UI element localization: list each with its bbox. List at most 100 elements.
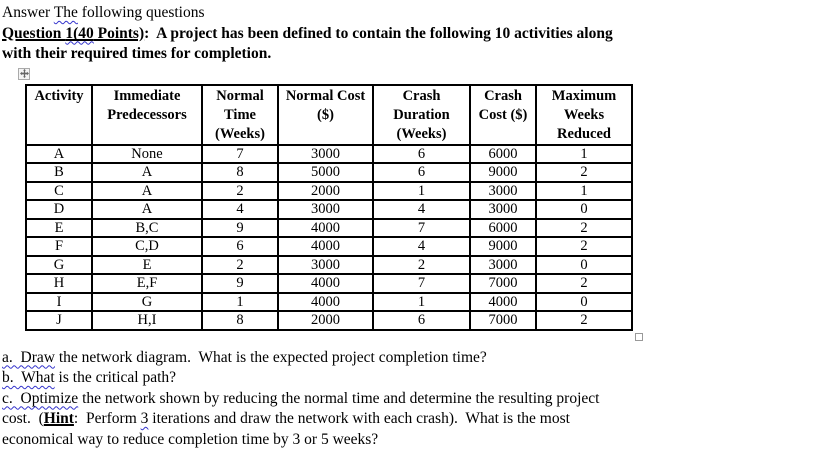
question-c-text-line1: the network shown by reducing the normal…	[78, 389, 600, 407]
table-cell: 3000	[469, 254, 537, 275]
spellcheck-squiggle-the: The	[53, 4, 78, 21]
question-text-line1: : A project has been defined to contain …	[144, 24, 613, 42]
table-cell: 4000	[277, 217, 374, 238]
table-cell: 6	[372, 310, 471, 331]
table-cell: E,F	[91, 273, 203, 294]
answer-line: Answer The following questions	[2, 3, 819, 24]
table-cell: 7000	[469, 310, 537, 331]
table-cell: 9	[201, 273, 279, 294]
table-cell: 7	[372, 273, 471, 294]
table-cell: 2	[201, 180, 279, 201]
table-row: C A 2 2000 1 3000 1	[25, 180, 633, 201]
table-row: H E,F 9 4000 7 7000 2	[25, 273, 633, 294]
question-text-line2: with their required times for completion…	[2, 45, 272, 62]
table-cell: 4000	[277, 236, 374, 257]
table-cell: 2	[372, 254, 471, 275]
table-cell: 2	[535, 162, 633, 183]
table-cell: 6	[201, 236, 279, 257]
table-cell: B	[25, 162, 93, 183]
table-cell: 0	[535, 254, 633, 275]
table-cell: A	[91, 180, 203, 201]
table-cell: 3000	[469, 180, 537, 201]
table-cell: 9	[201, 217, 279, 238]
table-cell: 3000	[469, 199, 537, 220]
table-cell: 9000	[469, 236, 537, 257]
table-cell: 2	[535, 273, 633, 294]
table-resize-handle[interactable]	[635, 332, 643, 341]
spellcheck-squiggle-b-what: b. What	[2, 369, 55, 386]
table-cell: E	[25, 217, 93, 238]
sub-questions: a. Draw the network diagram. What is the…	[2, 348, 819, 451]
table-row: E B,C 9 4000 7 6000 2	[25, 217, 633, 238]
activities-table-body: A None 7 3000 6 6000 1 B A 8 5000 6 9000 2 C A 2 2000 1 300…	[25, 143, 633, 331]
table-move-handle-icon[interactable]	[18, 67, 30, 80]
answer-text-pre: Answer	[2, 4, 54, 21]
spellcheck-squiggle-3: 3	[140, 410, 149, 427]
question-label-part2: Points)	[93, 24, 145, 42]
question-b-line: b. What is the critical path?	[2, 368, 819, 389]
table-cell: D	[25, 199, 93, 220]
table-row: F C,D 6 4000 4 9000 2	[25, 236, 633, 257]
table-header: Activity Immediate Predecessors Normal T…	[25, 83, 633, 146]
table-row: J H,I 8 2000 6 7000 2	[25, 310, 633, 331]
column-header-normal-cost: Normal Cost ($)	[277, 83, 374, 146]
question-a-line: a. Draw the network diagram. What is the…	[2, 348, 819, 369]
table-cell: 7	[201, 143, 279, 164]
table-cell: 6000	[469, 217, 537, 238]
table-cell: 2	[535, 236, 633, 257]
table-cell: 5000	[277, 162, 374, 183]
table-cell: J	[25, 310, 93, 331]
table-cell: 2000	[277, 180, 374, 201]
spellcheck-squiggle-a-draw: a. Draw	[2, 348, 55, 366]
hint-label: Hint	[43, 410, 74, 427]
table-row: I G 1 4000 1 4000 0	[25, 291, 633, 312]
question-title-line: Question 1(40 Points): A project has bee…	[2, 24, 819, 45]
column-header-crash-duration: Crash Duration (Weeks)	[372, 83, 471, 146]
table-cell: 3000	[277, 143, 374, 164]
table-cell: 4	[372, 236, 471, 257]
table-cell: C,D	[91, 236, 203, 257]
table-cell: 0	[535, 199, 633, 220]
activities-table: Activity Immediate Predecessors Normal T…	[25, 83, 633, 331]
table-cell: C	[25, 180, 93, 201]
spellcheck-squiggle-points: 1(40	[65, 24, 94, 42]
table-cell: F	[25, 236, 93, 257]
table-cell: 2	[535, 217, 633, 238]
column-header-activity: Activity	[25, 83, 93, 146]
question-c-text-line2: iterations and draw the network with eac…	[148, 410, 570, 427]
table-cell: 4000	[277, 291, 374, 312]
column-header-max-weeks: Maximum Weeks Reduced	[535, 83, 633, 146]
table-row: B A 8 5000 6 9000 2	[25, 162, 633, 183]
question-c-line3: economical way to reduce completion time…	[2, 430, 379, 448]
table-cell: A	[91, 199, 203, 220]
table-cell: 1	[535, 180, 633, 201]
document-page: Answer The following questions Question …	[2, 3, 819, 451]
question-c-text-pre-hint: cost. (	[2, 410, 44, 427]
table-cell: 1	[201, 291, 279, 312]
table-cell: 6	[372, 162, 471, 183]
table-cell: H	[25, 273, 93, 294]
table-cell: 2	[535, 310, 633, 331]
table-cell: 1	[535, 143, 633, 164]
table-cell: 2000	[277, 310, 374, 331]
column-header-normal-time: Normal Time (Weeks)	[201, 83, 279, 146]
table-cell: 1	[372, 291, 471, 312]
header-row: Activity Immediate Predecessors Normal T…	[25, 83, 633, 146]
question-b-text: is the critical path?	[54, 369, 177, 386]
table-cell: A	[25, 143, 93, 164]
move-arrows-icon	[19, 69, 29, 78]
spellcheck-squiggle-c-optimize: c. Optimize	[2, 389, 79, 407]
question-c-line1: c. Optimize the network shown by reducin…	[2, 389, 819, 410]
table-cell: 1	[372, 180, 471, 201]
table-cell: 6	[372, 143, 471, 164]
table-cell: A	[91, 162, 203, 183]
table-cell: 9000	[469, 162, 537, 183]
table-cell: None	[91, 143, 203, 164]
answer-text-post: following questions	[77, 4, 205, 21]
table-cell: 4000	[277, 273, 374, 294]
table-cell: H,I	[91, 310, 203, 331]
table-cell: B,C	[91, 217, 203, 238]
table-cell: 8	[201, 162, 279, 183]
table-row: G E 2 3000 2 3000 0	[25, 254, 633, 275]
table-cell: I	[25, 291, 93, 312]
